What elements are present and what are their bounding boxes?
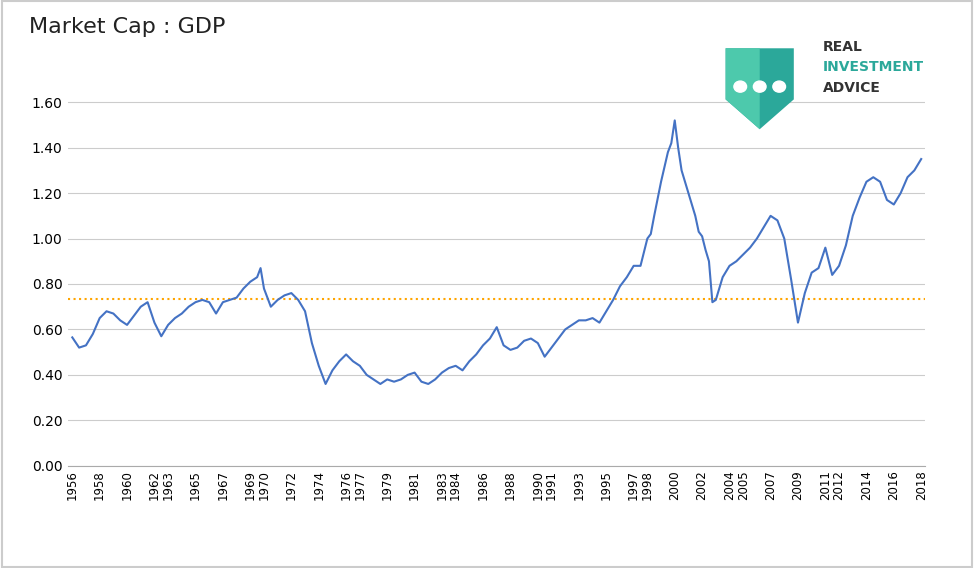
PathPatch shape: [726, 48, 794, 130]
Text: Market Cap : GDP: Market Cap : GDP: [29, 17, 226, 37]
Circle shape: [754, 81, 767, 92]
PathPatch shape: [726, 48, 760, 130]
Circle shape: [773, 81, 785, 92]
Text: REAL: REAL: [823, 40, 863, 54]
Text: INVESTMENT: INVESTMENT: [823, 60, 924, 74]
Text: ADVICE: ADVICE: [823, 81, 880, 95]
Circle shape: [734, 81, 747, 92]
